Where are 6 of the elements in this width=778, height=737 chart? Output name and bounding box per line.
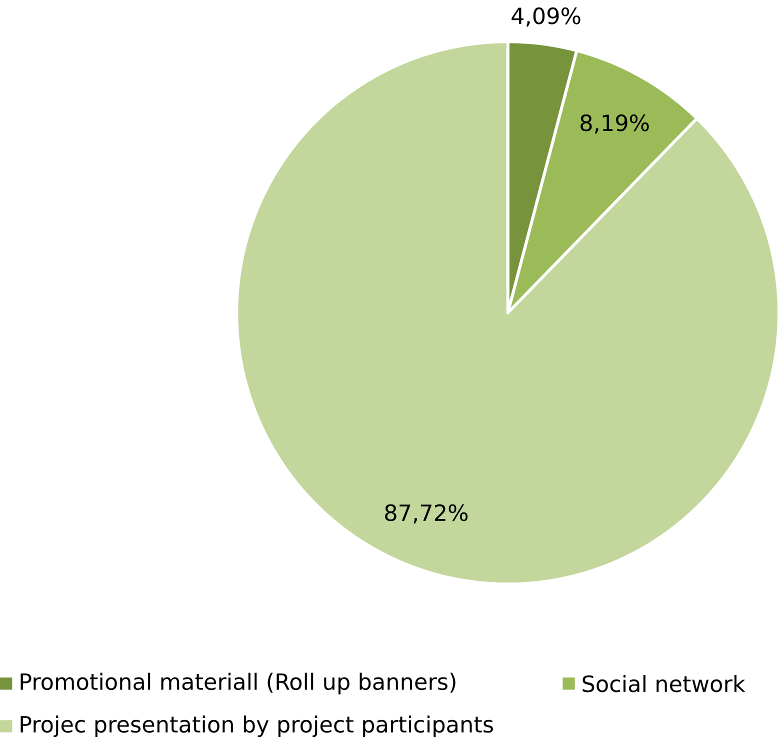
data-label: 8,19% [580,114,649,134]
data-label: 4,09% [512,7,580,27]
data-label: 87,72% [385,504,468,524]
legend-label: Promotional materiall (Roll up banners) [20,672,456,694]
legend-label: Projec presentation by project participants [20,715,493,737]
legend-label: Social network [582,674,746,692]
